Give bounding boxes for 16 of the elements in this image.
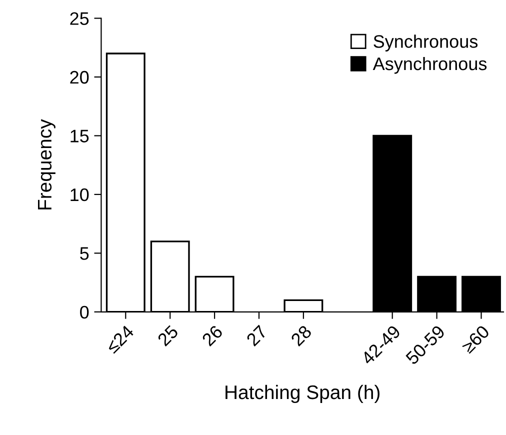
x-tick-label: 25 [156,324,179,347]
x-tick-label: 27 [246,324,268,347]
y-tick-label: 0 [80,306,89,319]
y-tick-label: 10 [70,188,89,202]
y-tick-label: 5 [80,247,89,260]
y-axis-title: Frequency [38,119,56,210]
y-tick-label: 20 [70,70,89,84]
x-tick-label: 28 [290,324,312,347]
y-tick-label: 25 [70,12,89,25]
legend-label: Asynchronous [372,56,487,74]
y-tick-label: 15 [70,130,89,142]
x-axis-title: Hatching Span (h) [226,384,380,404]
legend-label: Synchronous [374,34,478,52]
x-tick-label: ≤24 [105,324,135,354]
x-tick-label: ≥60 [460,324,490,354]
x-tick-label: 26 [201,324,224,347]
